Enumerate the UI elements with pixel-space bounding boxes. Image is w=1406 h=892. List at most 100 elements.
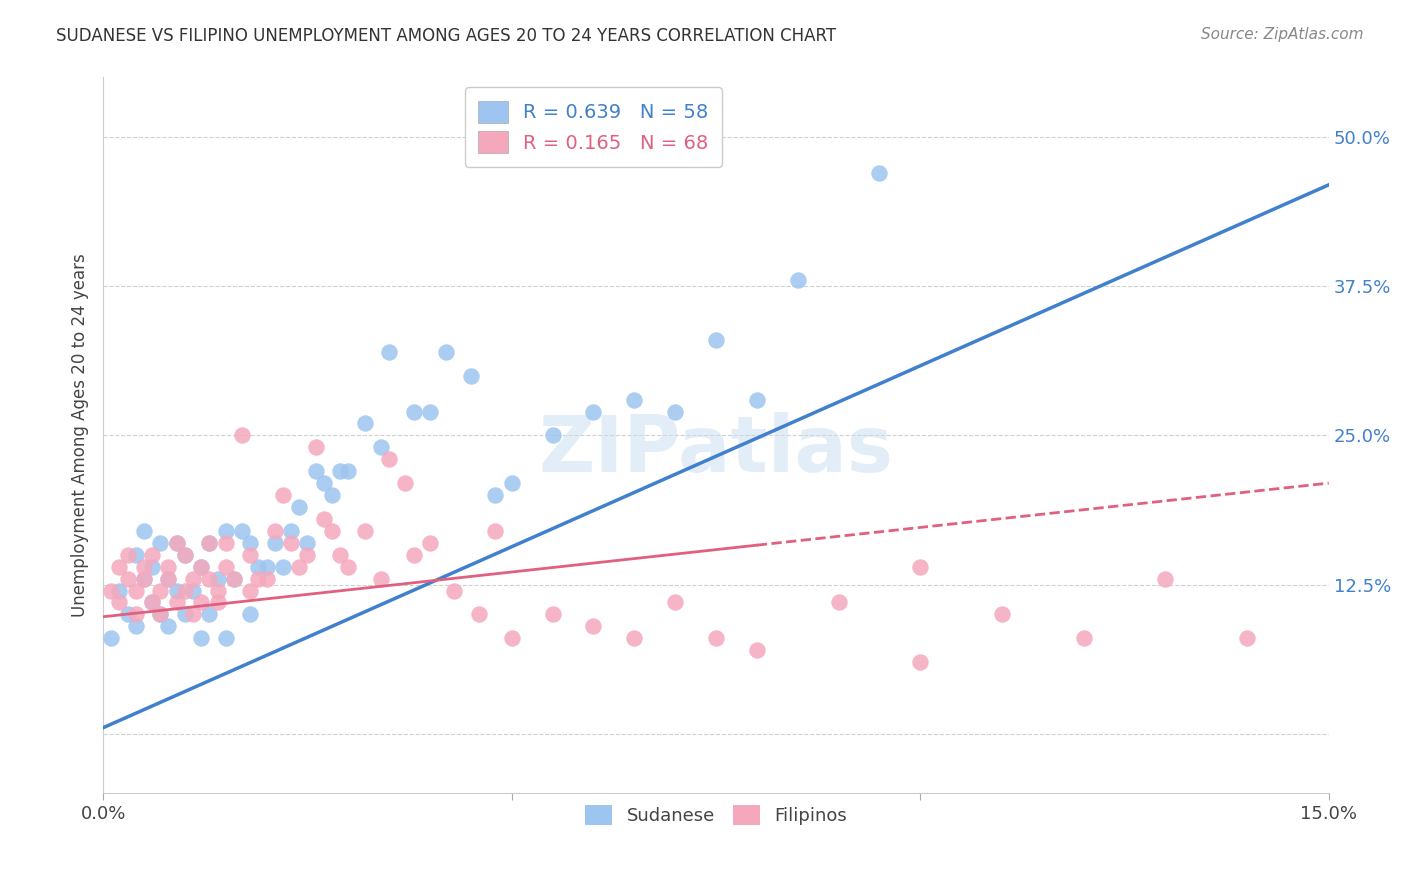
Point <box>247 559 270 574</box>
Point <box>402 548 425 562</box>
Point <box>181 572 204 586</box>
Point <box>141 595 163 609</box>
Point <box>173 607 195 622</box>
Point <box>370 572 392 586</box>
Point <box>215 524 238 538</box>
Point <box>181 583 204 598</box>
Point <box>353 417 375 431</box>
Point <box>100 632 122 646</box>
Point <box>304 464 326 478</box>
Point <box>582 404 605 418</box>
Point <box>908 559 931 574</box>
Point <box>337 559 360 574</box>
Point <box>239 607 262 622</box>
Point <box>419 404 441 418</box>
Point <box>190 559 212 574</box>
Point <box>207 595 229 609</box>
Point <box>460 368 482 383</box>
Point <box>280 524 302 538</box>
Point <box>117 572 139 586</box>
Legend: Sudanese, Filipinos: Sudanese, Filipinos <box>576 796 856 834</box>
Point <box>868 166 890 180</box>
Point <box>190 595 212 609</box>
Point <box>125 619 148 633</box>
Point <box>141 548 163 562</box>
Point <box>166 535 188 549</box>
Point <box>108 559 131 574</box>
Point <box>100 583 122 598</box>
Point <box>704 333 727 347</box>
Point <box>256 572 278 586</box>
Point <box>280 535 302 549</box>
Point <box>231 428 253 442</box>
Point <box>132 559 155 574</box>
Point <box>991 607 1014 622</box>
Point <box>190 632 212 646</box>
Point <box>132 572 155 586</box>
Point <box>198 535 221 549</box>
Point <box>256 559 278 574</box>
Point <box>222 572 245 586</box>
Text: ZIPatlas: ZIPatlas <box>538 412 893 488</box>
Point <box>745 643 768 657</box>
Point <box>337 464 360 478</box>
Point <box>353 524 375 538</box>
Point <box>239 548 262 562</box>
Point <box>484 524 506 538</box>
Text: Source: ZipAtlas.com: Source: ZipAtlas.com <box>1201 27 1364 42</box>
Point <box>132 572 155 586</box>
Point <box>141 559 163 574</box>
Point <box>181 607 204 622</box>
Point <box>108 583 131 598</box>
Point <box>664 595 686 609</box>
Point <box>402 404 425 418</box>
Point <box>468 607 491 622</box>
Point <box>321 524 343 538</box>
Point <box>149 607 172 622</box>
Point <box>173 548 195 562</box>
Point <box>297 535 319 549</box>
Point <box>149 583 172 598</box>
Point <box>247 572 270 586</box>
Point <box>173 548 195 562</box>
Point <box>541 607 564 622</box>
Point <box>664 404 686 418</box>
Point <box>288 559 311 574</box>
Point <box>207 583 229 598</box>
Point <box>263 524 285 538</box>
Point <box>704 632 727 646</box>
Point <box>215 535 238 549</box>
Point <box>198 607 221 622</box>
Point <box>329 548 352 562</box>
Point <box>198 535 221 549</box>
Point <box>582 619 605 633</box>
Point <box>434 344 457 359</box>
Point <box>484 488 506 502</box>
Point <box>157 559 180 574</box>
Point <box>501 476 523 491</box>
Point <box>108 595 131 609</box>
Point <box>117 548 139 562</box>
Point <box>125 548 148 562</box>
Point <box>1154 572 1177 586</box>
Point <box>297 548 319 562</box>
Point <box>207 572 229 586</box>
Point <box>157 572 180 586</box>
Point <box>157 572 180 586</box>
Point <box>541 428 564 442</box>
Point <box>312 512 335 526</box>
Point <box>623 392 645 407</box>
Point <box>239 583 262 598</box>
Point <box>166 535 188 549</box>
Point <box>190 559 212 574</box>
Point <box>271 488 294 502</box>
Point <box>157 619 180 633</box>
Point <box>419 535 441 549</box>
Point <box>378 452 401 467</box>
Point <box>198 572 221 586</box>
Point <box>117 607 139 622</box>
Point <box>745 392 768 407</box>
Point <box>166 583 188 598</box>
Point <box>501 632 523 646</box>
Point <box>1236 632 1258 646</box>
